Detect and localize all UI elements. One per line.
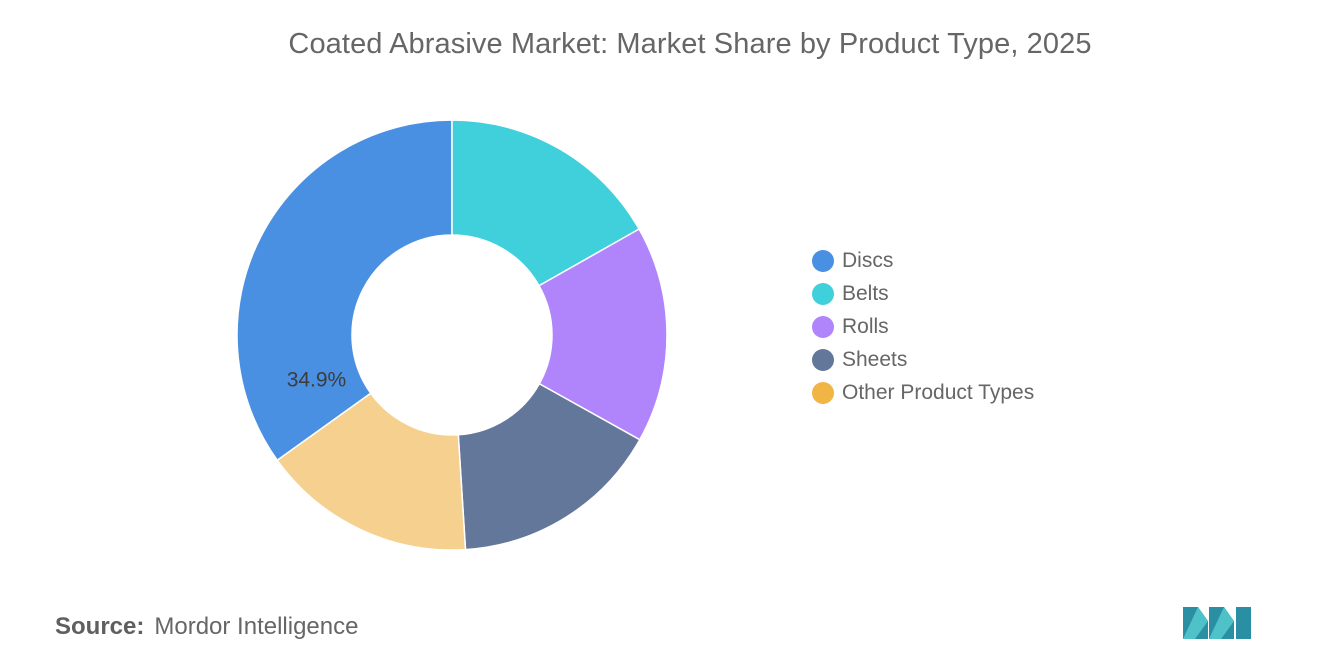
legend-item: Discs — [812, 244, 1034, 277]
donut-slice-other-product-types — [276, 392, 467, 551]
mordor-logo-icon — [1183, 607, 1251, 639]
legend-label: Sheets — [842, 347, 908, 371]
legend-item: Rolls — [812, 310, 1034, 343]
legend-label: Belts — [842, 281, 889, 305]
legend-item: Other Product Types — [812, 376, 1034, 409]
source-note: Source: Mordor Intelligence — [55, 613, 358, 641]
legend-label: Discs — [842, 248, 894, 272]
source-label: Source: — [55, 613, 145, 640]
legend-item: Belts — [812, 277, 1034, 310]
donut-slice-belts — [451, 119, 641, 287]
legend-item: Sheets — [812, 343, 1034, 376]
data-label: 34.9% — [287, 369, 347, 392]
chart-title: Coated Abrasive Market: Market Share by … — [288, 28, 1092, 60]
legend-label: Rolls — [842, 314, 889, 338]
donut-slice-discs — [236, 119, 453, 462]
source-text: Mordor Intelligence — [154, 613, 359, 640]
legend-swatch — [812, 282, 834, 305]
legend-label: Other Product Types — [842, 380, 1035, 404]
donut-slice-sheets — [457, 382, 641, 551]
legend-swatch — [812, 315, 834, 338]
chart-legend: Discs Belts Rolls Sheets Other Product Types — [812, 244, 1034, 409]
legend-swatch — [812, 249, 834, 272]
legend-swatch — [812, 381, 834, 404]
donut-slice-rolls — [537, 228, 668, 441]
legend-swatch — [812, 348, 834, 371]
